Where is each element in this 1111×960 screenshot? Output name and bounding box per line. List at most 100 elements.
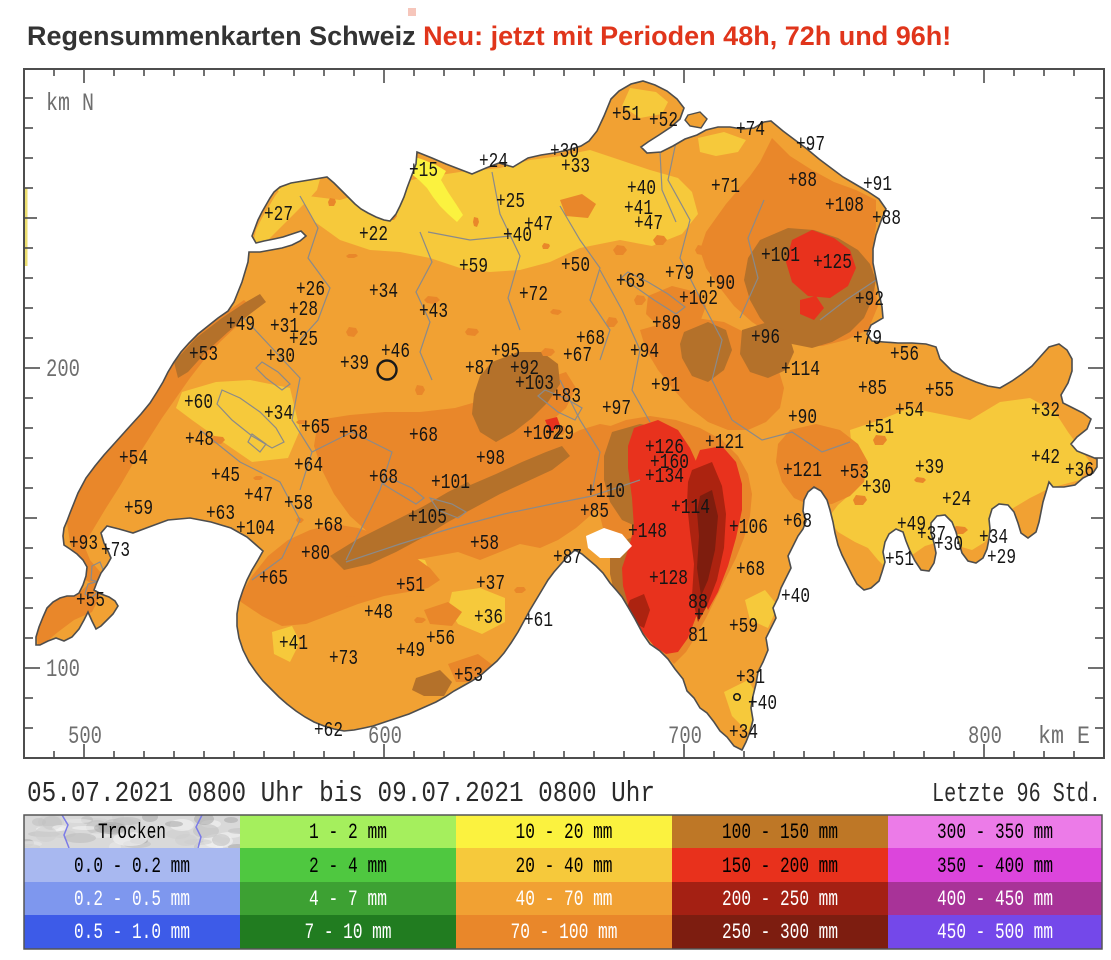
svg-text:+102: +102 [523, 423, 562, 446]
svg-text:+92: +92 [510, 358, 539, 381]
svg-text:+42: +42 [1031, 447, 1060, 470]
svg-text:+47: +47 [244, 485, 273, 508]
svg-text:+103: +103 [515, 373, 554, 396]
svg-text:+51: +51 [612, 104, 641, 127]
svg-text:+30: +30 [550, 141, 579, 164]
svg-text:100: 100 [46, 655, 80, 684]
svg-text:+46: +46 [381, 341, 410, 364]
svg-text:+49: +49 [226, 314, 255, 337]
svg-text:+43: +43 [419, 301, 448, 324]
svg-text:+31: +31 [270, 316, 299, 339]
svg-text:400 - 450 mm: 400 - 450 mm [937, 887, 1053, 912]
svg-text:+63: +63 [206, 503, 235, 526]
svg-text:+37: +37 [917, 524, 946, 547]
svg-text:+72: +72 [519, 284, 548, 307]
svg-text:+62: +62 [314, 720, 343, 743]
svg-text:05.07.2021 0800 Uhr bis 09.07.: 05.07.2021 0800 Uhr bis 09.07.2021 0800 … [27, 777, 655, 810]
svg-text:2 - 4 mm: 2 - 4 mm [309, 854, 387, 879]
svg-text:+126: +126 [645, 437, 684, 460]
svg-text:+59: +59 [124, 498, 153, 521]
svg-text:+87: +87 [465, 358, 494, 381]
svg-text:+26: +26 [296, 279, 325, 302]
svg-text:+114: +114 [671, 497, 710, 520]
svg-text:+73: +73 [329, 648, 358, 671]
svg-text:+40: +40 [781, 586, 810, 609]
svg-text:200 - 250 mm: 200 - 250 mm [722, 887, 838, 912]
svg-text:+15: +15 [409, 160, 438, 183]
svg-text:100 - 150 mm: 100 - 150 mm [722, 820, 838, 845]
svg-text:70 - 100 mm: 70 - 100 mm [511, 920, 618, 945]
svg-text:+30: +30 [934, 534, 963, 557]
svg-text:+27: +27 [264, 204, 293, 227]
svg-text:700: 700 [668, 722, 702, 751]
svg-text:81: 81 [688, 625, 708, 648]
svg-text:+54: +54 [119, 448, 148, 471]
svg-text:Regensummenkarten Schweiz Neu:: Regensummenkarten Schweiz Neu: jetzt mit… [27, 21, 951, 51]
svg-text:+91: +91 [651, 375, 680, 398]
svg-text:600: 600 [368, 722, 402, 751]
svg-text:+36: +36 [1065, 460, 1094, 483]
svg-text:+31: +31 [736, 667, 765, 690]
svg-text:+101: +101 [431, 472, 470, 495]
svg-text:+51: +51 [885, 549, 914, 572]
svg-text:0.5 - 1.0 mm: 0.5 - 1.0 mm [74, 920, 190, 945]
svg-text:+59: +59 [459, 256, 488, 279]
svg-text:+96: +96 [751, 327, 780, 350]
svg-text:+34: +34 [729, 722, 758, 745]
svg-text:+73: +73 [101, 540, 130, 563]
svg-text:+68: +68 [736, 559, 765, 582]
svg-text:1 - 2 mm: 1 - 2 mm [309, 820, 387, 845]
svg-text:0.2 - 0.5 mm: 0.2 - 0.5 mm [74, 887, 190, 912]
svg-text:+104: +104 [236, 518, 275, 541]
svg-text:+101: +101 [761, 245, 800, 268]
svg-text:+65: +65 [301, 417, 330, 440]
svg-text:7 - 10 mm: 7 - 10 mm [305, 920, 392, 945]
svg-text:+30: +30 [862, 477, 891, 500]
svg-text:+91: +91 [863, 174, 892, 197]
svg-text:+92: +92 [855, 289, 884, 312]
svg-text:+25: +25 [496, 191, 525, 214]
svg-text:300 - 350 mm: 300 - 350 mm [937, 820, 1053, 845]
svg-text:+32: +32 [1031, 400, 1060, 423]
svg-text:0.0 - 0.2 mm: 0.0 - 0.2 mm [74, 854, 190, 879]
svg-text:+106: +106 [729, 517, 768, 540]
svg-text:800: 800 [968, 722, 1002, 751]
svg-text:+34: +34 [264, 403, 293, 426]
svg-text:+88: +88 [872, 208, 901, 231]
svg-text:200: 200 [46, 355, 80, 384]
svg-text:+90: +90 [788, 407, 817, 430]
svg-text:+55: +55 [76, 590, 105, 613]
svg-text:+58: +58 [339, 423, 368, 446]
svg-text:+97: +97 [602, 398, 631, 421]
svg-text:+148: +148 [628, 521, 667, 544]
svg-text:+93: +93 [69, 533, 98, 556]
svg-text:+85: +85 [580, 501, 609, 524]
svg-text:+85: +85 [858, 378, 887, 401]
svg-text:+47: +47 [634, 213, 663, 236]
svg-text:+65: +65 [259, 568, 288, 591]
svg-text:+37: +37 [476, 573, 505, 596]
svg-text:+121: +121 [705, 432, 744, 455]
svg-text:+88: +88 [788, 170, 817, 193]
svg-text:Trocken: Trocken [98, 820, 166, 845]
svg-text:20 - 40 mm: 20 - 40 mm [516, 854, 613, 879]
svg-text:+63: +63 [616, 271, 645, 294]
svg-text:Letzte 96 Std.: Letzte 96 Std. [932, 780, 1101, 810]
svg-text:+71: +71 [711, 176, 740, 199]
svg-text:+51: +51 [865, 417, 894, 440]
svg-text:+24: +24 [479, 151, 508, 174]
svg-text:+34: +34 [369, 281, 398, 304]
svg-text:250 - 300 mm: 250 - 300 mm [722, 920, 838, 945]
svg-text:+68: +68 [409, 425, 438, 448]
svg-text:+54: +54 [895, 400, 924, 423]
svg-text:+160: +160 [650, 452, 689, 475]
svg-text:km E: km E [1038, 722, 1090, 751]
svg-text:+59: +59 [729, 616, 758, 639]
svg-text:+98: +98 [476, 448, 505, 471]
svg-text:km N: km N [46, 89, 94, 118]
svg-text:+67: +67 [563, 345, 592, 368]
svg-text:150 - 200 mm: 150 - 200 mm [722, 854, 838, 879]
svg-text:+64: +64 [294, 455, 323, 478]
svg-text:+22: +22 [359, 224, 388, 247]
svg-text:+121: +121 [783, 460, 822, 483]
